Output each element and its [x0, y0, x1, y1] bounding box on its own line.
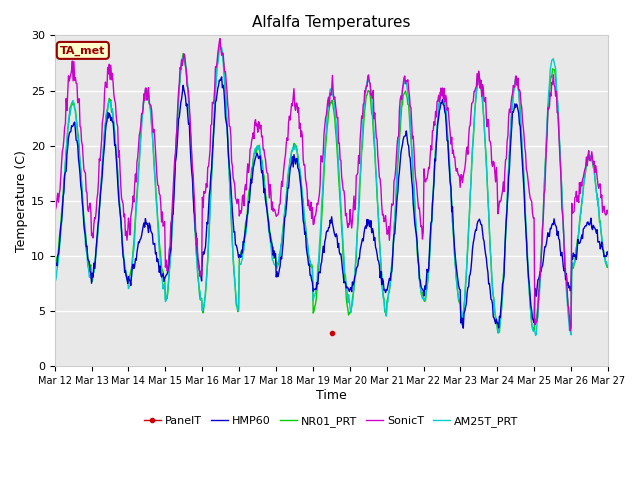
- NR01_PRT: [174, 113, 182, 119]
- Line: SonicT: SonicT: [54, 38, 608, 331]
- NR01_PRT: [118, 228, 125, 234]
- AM25T_PRT: [604, 263, 612, 268]
- HMP60: [218, 74, 225, 80]
- Legend: PanelT, HMP60, NR01_PRT, SonicT, AM25T_PRT: PanelT, HMP60, NR01_PRT, SonicT, AM25T_P…: [140, 412, 523, 432]
- NR01_PRT: [415, 271, 423, 277]
- NR01_PRT: [216, 42, 224, 48]
- HMP60: [415, 276, 423, 281]
- SonicT: [415, 205, 423, 211]
- NR01_PRT: [61, 172, 68, 178]
- AM25T_PRT: [532, 333, 540, 338]
- NR01_PRT: [399, 92, 407, 98]
- SonicT: [216, 36, 224, 41]
- AM25T_PRT: [61, 176, 68, 182]
- HMP60: [61, 172, 68, 178]
- AM25T_PRT: [51, 275, 58, 280]
- HMP60: [51, 262, 58, 268]
- SonicT: [51, 215, 58, 221]
- SonicT: [604, 210, 612, 216]
- AM25T_PRT: [203, 269, 211, 275]
- AM25T_PRT: [118, 230, 125, 236]
- Line: PanelT: PanelT: [330, 331, 333, 336]
- NR01_PRT: [51, 263, 58, 269]
- NR01_PRT: [203, 268, 211, 274]
- AM25T_PRT: [399, 83, 407, 89]
- HMP60: [203, 219, 211, 225]
- HMP60: [118, 227, 125, 233]
- Y-axis label: Temperature (C): Temperature (C): [15, 150, 28, 252]
- Title: Alfalfa Temperatures: Alfalfa Temperatures: [252, 15, 410, 30]
- HMP60: [604, 252, 612, 257]
- NR01_PRT: [604, 264, 612, 270]
- SonicT: [203, 184, 211, 190]
- HMP60: [174, 132, 182, 137]
- SonicT: [399, 81, 407, 87]
- Line: HMP60: HMP60: [54, 77, 608, 328]
- HMP60: [399, 136, 407, 142]
- NR01_PRT: [494, 330, 502, 336]
- X-axis label: Time: Time: [316, 389, 347, 402]
- Text: TA_met: TA_met: [60, 45, 106, 56]
- HMP60: [460, 325, 467, 331]
- AM25T_PRT: [415, 277, 423, 283]
- Line: AM25T_PRT: AM25T_PRT: [54, 48, 608, 336]
- AM25T_PRT: [174, 105, 182, 111]
- SonicT: [118, 195, 125, 201]
- SonicT: [566, 328, 574, 334]
- Line: NR01_PRT: NR01_PRT: [54, 45, 608, 333]
- SonicT: [174, 103, 182, 109]
- SonicT: [61, 124, 68, 130]
- AM25T_PRT: [218, 45, 225, 50]
